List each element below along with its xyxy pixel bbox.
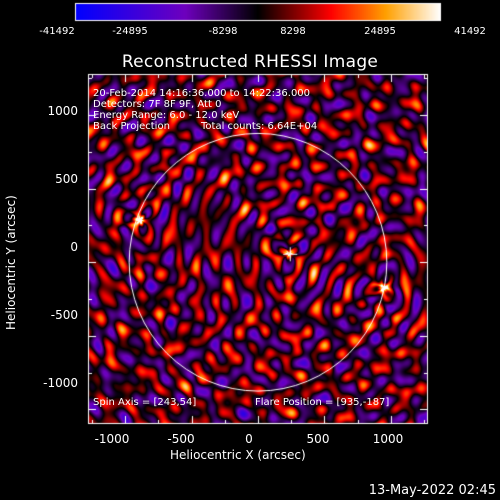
colorbar-tick: -24895	[112, 26, 148, 37]
colorbar-tick: 24895	[364, 26, 396, 37]
energy-range-label: Energy Range: 6.0 - 12.0 keV	[93, 110, 240, 121]
x-tick-label: 0	[245, 432, 253, 446]
y-tick-label: 1000	[47, 104, 78, 118]
x-tick-label: -1000	[94, 432, 130, 446]
x-tick-label: -500	[167, 432, 195, 446]
x-axis-label: Heliocentric X (arcsec)	[170, 448, 306, 462]
y-tick-label: 500	[55, 172, 78, 186]
y-tick-label: -1000	[43, 376, 78, 390]
spin-axis-label: Spin Axis = [243,54]	[93, 397, 197, 408]
colorbar-tick: 8298	[280, 26, 306, 37]
detectors-label: Detectors: 7F 8F 9F, Att 0	[93, 99, 222, 110]
y-tick-label: -500	[50, 308, 78, 322]
colorbar-tick: 41492	[454, 26, 486, 37]
render-timestamp: 13-May-2022 02:45	[368, 483, 496, 498]
y-axis-label: Heliocentric Y (arcsec)	[4, 195, 18, 330]
time-range-label: 20-Feb-2014 14:16:36.000 to 14:22:36.000	[93, 88, 311, 99]
total-counts-label: Total counts: 6.64E+04	[201, 121, 318, 132]
colorbar-tick: -8298	[208, 26, 238, 37]
colorbar-tick: -41492	[39, 26, 75, 37]
y-tick-label: 0	[70, 240, 78, 254]
x-tick-label: 500	[306, 432, 330, 446]
x-tick-label: 1000	[372, 432, 404, 446]
method-label: Back Projection	[93, 121, 170, 132]
plot-title: Reconstructed RHESSI Image	[121, 52, 379, 72]
flare-position-label: Flare Position = [935,-187]	[255, 397, 390, 408]
